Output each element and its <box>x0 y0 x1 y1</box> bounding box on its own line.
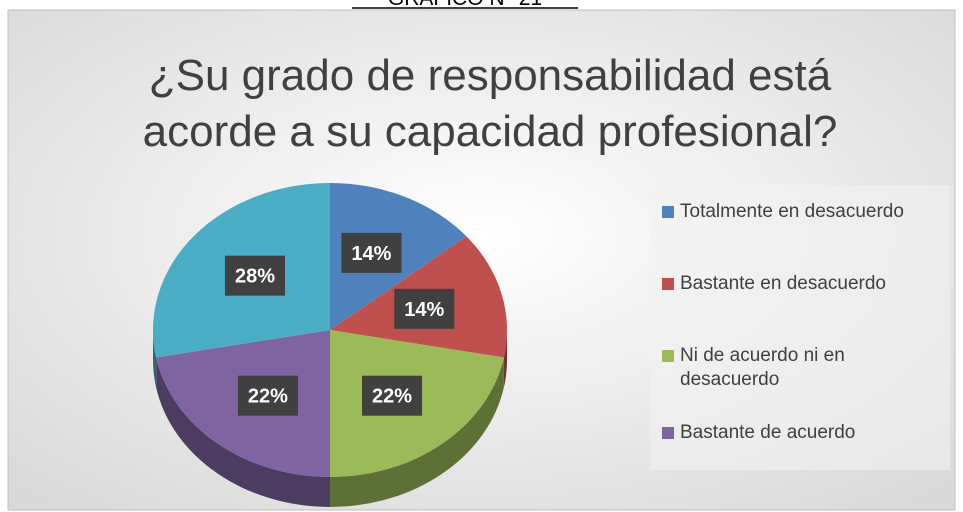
legend-swatch <box>662 427 674 439</box>
data-label-box <box>341 232 402 273</box>
pie-side <box>153 330 157 388</box>
legend-box <box>650 185 950 470</box>
legend-label: Totalmente en desacuerdo <box>680 201 904 222</box>
data-label: 14% <box>404 299 444 321</box>
chart-title: acorde a su capacidad profesional? <box>143 107 838 156</box>
legend-label: Bastante en desacuerdo <box>680 273 886 294</box>
data-label-box <box>237 375 298 416</box>
data-label: 22% <box>372 386 412 408</box>
pie-side <box>503 330 507 388</box>
data-label-box <box>362 375 423 416</box>
data-label: 28% <box>235 266 275 288</box>
legend-label: Ni de acuerdo ni en desacuerdo <box>680 345 845 390</box>
legend-swatch <box>662 278 674 290</box>
pie-side <box>330 357 504 507</box>
legend-swatch <box>662 350 674 362</box>
data-label-box <box>394 288 455 329</box>
data-label-box <box>224 255 285 296</box>
header: GRÁFICO N° 21 <box>388 0 542 10</box>
chart-title: ¿Su grado de responsabilidad está <box>149 51 832 100</box>
legend-label: Bastante de acuerdo <box>680 422 856 443</box>
legend-swatch <box>662 206 674 218</box>
pie-side <box>156 357 330 507</box>
data-label: 14% <box>351 243 391 265</box>
data-label: 22% <box>248 386 288 408</box>
